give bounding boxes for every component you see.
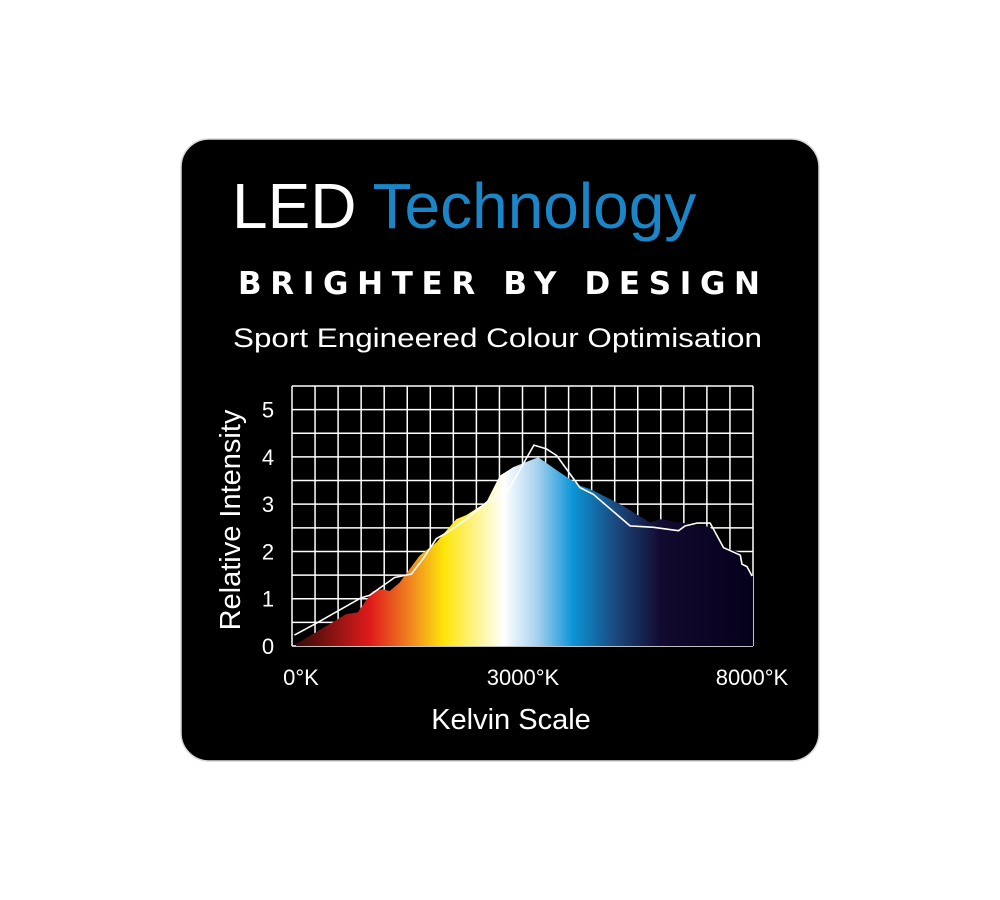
title-led: LED bbox=[232, 170, 357, 242]
y-tick-label: 2 bbox=[262, 540, 274, 565]
x-axis-label: Kelvin Scale bbox=[431, 704, 591, 736]
title-technology: Technology bbox=[373, 170, 697, 242]
title: LED Technology bbox=[232, 170, 696, 242]
y-axis-label: Relative Intensity bbox=[215, 409, 247, 630]
spectrum-area-overlay bbox=[296, 457, 753, 646]
reference-line bbox=[294, 444, 753, 636]
y-tick-label: 0 bbox=[262, 634, 274, 659]
spectrum-chart: 0 1 2 3 4 5 bbox=[262, 385, 754, 659]
y-tick-label: 3 bbox=[262, 492, 274, 517]
y-tick-label: 1 bbox=[262, 587, 274, 612]
x-tick-label: 0°K bbox=[283, 665, 319, 690]
y-tick-label: 4 bbox=[262, 445, 274, 470]
y-tick-label: 5 bbox=[262, 398, 274, 423]
x-tick-label: 8000°K bbox=[716, 665, 789, 690]
x-tick-label: 3000°K bbox=[487, 665, 560, 690]
subtitle: Sport Engineered Colour Optimisation bbox=[233, 323, 762, 353]
